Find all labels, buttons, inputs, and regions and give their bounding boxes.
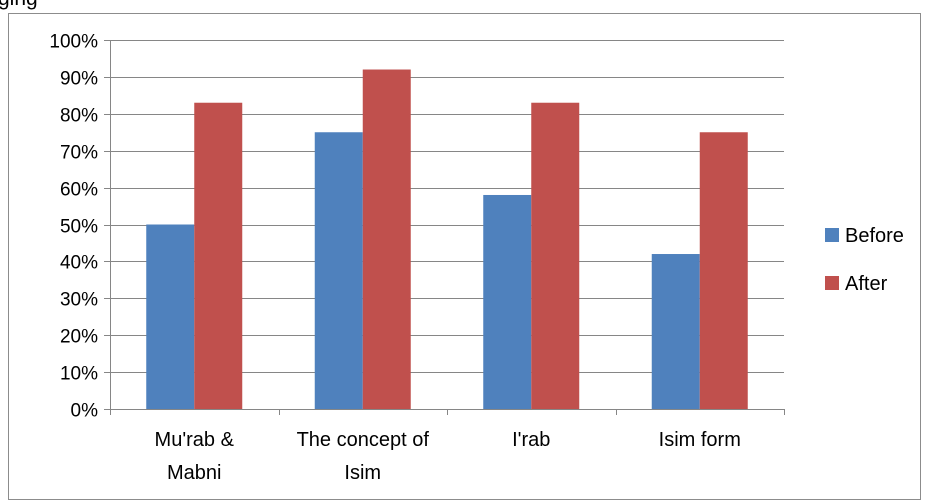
bar-after-4 bbox=[699, 132, 748, 409]
x-tick-label: Mabni bbox=[167, 462, 221, 484]
y-tick-label: 30% bbox=[60, 290, 98, 311]
legend-swatch-after bbox=[825, 276, 839, 290]
bar-before-1 bbox=[146, 224, 195, 409]
y-tick-label: 60% bbox=[60, 180, 98, 201]
axes bbox=[104, 40, 785, 415]
y-tick-labels: 0% 10% 20% 30% 40% 50% 60% 70% 80% 90% 100% bbox=[49, 32, 98, 422]
bars bbox=[146, 69, 748, 410]
bar-after-3 bbox=[531, 102, 580, 409]
legend-swatch-before bbox=[825, 228, 839, 242]
y-tick-label: 40% bbox=[60, 253, 98, 274]
y-tick-label: 50% bbox=[60, 217, 98, 238]
x-tick-label: I'rab bbox=[512, 429, 550, 451]
bar-after-1 bbox=[194, 102, 243, 409]
y-tick-label: 70% bbox=[60, 143, 98, 164]
header-fragment: ging bbox=[0, 0, 38, 10]
bar-before-3 bbox=[483, 194, 532, 409]
x-tick-labels: Mu'rab & Mabni The concept of Isim I'rab Isim… bbox=[155, 429, 741, 484]
legend-label-after: After bbox=[845, 273, 888, 295]
y-tick-label: 100% bbox=[49, 32, 98, 53]
bar-before-4 bbox=[651, 254, 700, 409]
x-tick-label: Mu'rab & bbox=[155, 429, 235, 451]
bar-after-2 bbox=[362, 69, 411, 410]
x-tick-label: The concept of bbox=[297, 429, 430, 451]
y-tick-label: 0% bbox=[71, 401, 99, 422]
y-tick-label: 10% bbox=[60, 364, 98, 385]
y-tick-label: 90% bbox=[60, 69, 98, 90]
legend: Before After bbox=[825, 225, 904, 295]
x-tick-label: Isim bbox=[344, 462, 381, 484]
x-tick-label: Isim form bbox=[659, 429, 741, 451]
y-tick-label: 80% bbox=[60, 106, 98, 127]
bar-before-2 bbox=[314, 132, 363, 409]
chart-border bbox=[8, 13, 921, 500]
y-tick-label: 20% bbox=[60, 327, 98, 348]
legend-label-before: Before bbox=[845, 225, 904, 247]
